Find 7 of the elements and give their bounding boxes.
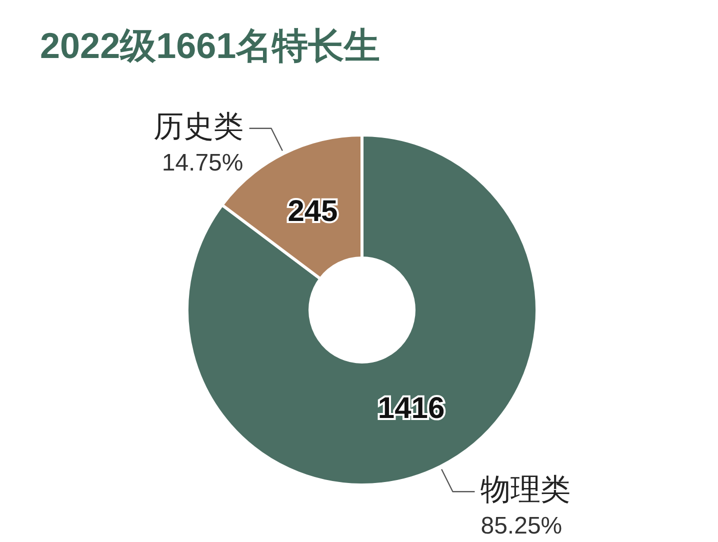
text: 14.75% <box>162 149 244 176</box>
slice-label: 历史类 <box>153 110 244 144</box>
data-label: 1416 <box>378 392 445 426</box>
text: 85.25% <box>480 512 562 540</box>
data-label: 245 <box>288 194 338 228</box>
slice-label: 物理类 <box>480 474 571 507</box>
chart-title: 2022级1661名特长生 <box>40 25 380 66</box>
